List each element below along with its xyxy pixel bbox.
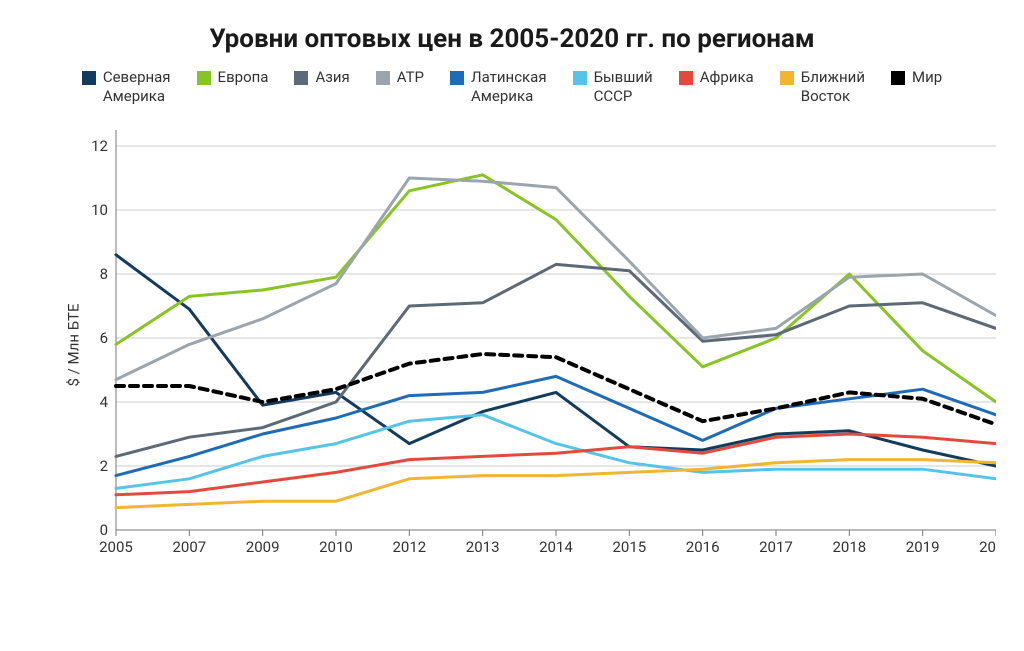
legend-item: Ближний Восток bbox=[780, 68, 865, 106]
y-axis-label: $ / Млн БТЕ bbox=[65, 303, 83, 386]
svg-text:6: 6 bbox=[100, 329, 108, 347]
legend-swatch bbox=[197, 71, 211, 85]
svg-text:2: 2 bbox=[100, 457, 108, 475]
svg-text:2007: 2007 bbox=[172, 538, 206, 556]
legend-item: Азия bbox=[294, 68, 349, 106]
svg-text:12: 12 bbox=[91, 137, 108, 155]
svg-text:2019: 2019 bbox=[906, 538, 940, 556]
legend-label: Азия bbox=[315, 68, 349, 87]
svg-text:2018: 2018 bbox=[832, 538, 866, 556]
legend-swatch bbox=[891, 71, 905, 85]
legend-label: Северная Америка bbox=[103, 68, 171, 106]
legend-item: Европа bbox=[197, 68, 269, 106]
series-line bbox=[116, 174, 996, 401]
svg-text:2017: 2017 bbox=[759, 538, 793, 556]
svg-text:2005: 2005 bbox=[99, 538, 133, 556]
legend-swatch bbox=[294, 71, 308, 85]
legend-label: Латинская Америка bbox=[471, 68, 547, 106]
chart-container: Уровни оптовых цен в 2005-2020 гг. по ре… bbox=[0, 0, 1024, 651]
svg-text:2010: 2010 bbox=[319, 538, 353, 556]
legend-swatch bbox=[450, 71, 464, 85]
chart-area: $ / Млн БТЕ 0246810122005200720092010201… bbox=[76, 130, 984, 560]
svg-text:0: 0 bbox=[100, 521, 108, 539]
legend-swatch bbox=[82, 71, 96, 85]
legend-item: АТР bbox=[376, 68, 424, 106]
series-line bbox=[116, 354, 996, 424]
legend-label: Африка bbox=[700, 68, 754, 87]
svg-text:2015: 2015 bbox=[612, 538, 646, 556]
legend-item: Северная Америка bbox=[82, 68, 171, 106]
legend-item: Мир bbox=[891, 68, 942, 106]
legend-label: Европа bbox=[218, 68, 269, 87]
legend-label: Ближний Восток bbox=[801, 68, 865, 106]
svg-text:2020: 2020 bbox=[979, 538, 996, 556]
legend-item: Латинская Америка bbox=[450, 68, 547, 106]
legend-label: Мир bbox=[912, 68, 942, 87]
series-line bbox=[116, 264, 996, 456]
chart-title: Уровни оптовых цен в 2005-2020 гг. по ре… bbox=[20, 24, 1004, 54]
series-line bbox=[116, 178, 996, 380]
legend-item: Африка bbox=[679, 68, 754, 106]
legend-label: Бывший СССР bbox=[594, 68, 653, 106]
legend-swatch bbox=[376, 71, 390, 85]
legend-item: Бывший СССР bbox=[573, 68, 653, 106]
svg-text:4: 4 bbox=[100, 393, 109, 411]
line-chart: 0 2 4 6 8 10 12 2005 2007 2009 2010 2012 2013 2014 201… bbox=[76, 130, 996, 560]
series-line bbox=[116, 414, 996, 488]
svg-text:10: 10 bbox=[91, 201, 108, 219]
legend-swatch bbox=[573, 71, 587, 85]
legend: Северная Америка Европа Азия АТР Латинская А… bbox=[32, 68, 992, 106]
svg-text:2016: 2016 bbox=[686, 538, 720, 556]
legend-swatch bbox=[679, 71, 693, 85]
svg-text:2012: 2012 bbox=[392, 538, 426, 556]
svg-text:8: 8 bbox=[100, 265, 108, 283]
svg-text:2014: 2014 bbox=[539, 538, 573, 556]
legend-swatch bbox=[780, 71, 794, 85]
legend-label: АТР bbox=[397, 68, 424, 87]
svg-text:2009: 2009 bbox=[246, 538, 280, 556]
svg-text:2013: 2013 bbox=[466, 538, 500, 556]
